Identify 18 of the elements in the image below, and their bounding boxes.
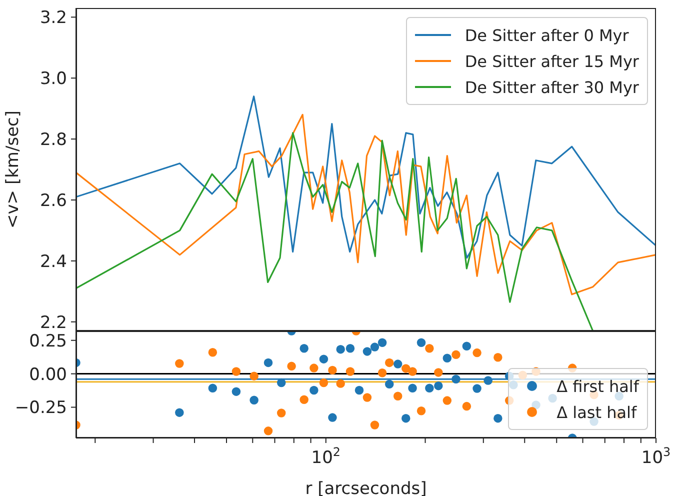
y-tick-label: −0.25: [14, 398, 67, 418]
y-tick-label: 2.2: [40, 312, 67, 333]
legend-label: Δ first half: [556, 376, 639, 396]
x-axis-title: r [arcseconds]: [305, 479, 427, 496]
y-tick-label: 3.2: [40, 8, 67, 28]
y-axis-title: <v> [km/sec]: [3, 110, 24, 229]
y-tick-label: 3.0: [40, 69, 67, 90]
legend-label: De Sitter after 30 Myr: [464, 78, 639, 96]
y-tick-label: 2.6: [40, 190, 67, 211]
y-tick-label: 0.00: [29, 364, 67, 385]
y-tick-label: 0.25: [29, 331, 67, 352]
legend-label: Δ last half: [556, 402, 637, 422]
y-tick-label: 2.8: [40, 130, 67, 150]
legend-label: De Sitter after 15 Myr: [464, 52, 639, 70]
y-tick-label: 2.4: [40, 252, 67, 272]
x-tick-label: 10$^{2}$: [311, 445, 340, 468]
legend-label: De Sitter after 0 Myr: [464, 26, 629, 44]
x-tick-label: 10$^{3}$: [641, 445, 671, 468]
